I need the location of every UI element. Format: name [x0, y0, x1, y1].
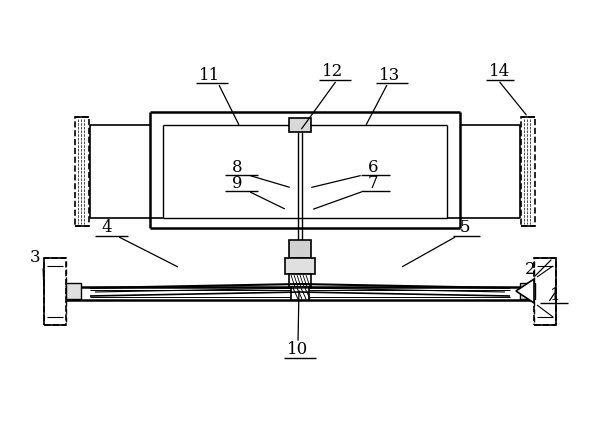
- Polygon shape: [516, 279, 534, 303]
- Text: 1: 1: [550, 287, 560, 303]
- Bar: [289, 118, 311, 132]
- Bar: [75, 117, 89, 226]
- Bar: [521, 117, 535, 226]
- Bar: [66, 283, 81, 299]
- Text: 9: 9: [232, 175, 242, 191]
- Bar: [289, 240, 311, 258]
- Text: 11: 11: [199, 66, 221, 84]
- Text: 10: 10: [287, 341, 308, 359]
- Text: 6: 6: [368, 158, 378, 175]
- Bar: [520, 283, 535, 299]
- Text: 2: 2: [524, 262, 535, 278]
- Bar: [285, 258, 315, 274]
- Bar: [534, 258, 556, 325]
- Text: 8: 8: [232, 158, 242, 175]
- Text: 4: 4: [101, 220, 112, 236]
- Bar: [291, 287, 309, 300]
- Text: 14: 14: [490, 63, 511, 81]
- Bar: [44, 258, 66, 325]
- Text: 5: 5: [460, 220, 470, 236]
- Bar: [289, 274, 311, 288]
- Text: 3: 3: [29, 250, 40, 266]
- Text: 13: 13: [379, 66, 401, 84]
- Text: 7: 7: [368, 175, 379, 191]
- Text: 12: 12: [322, 63, 344, 81]
